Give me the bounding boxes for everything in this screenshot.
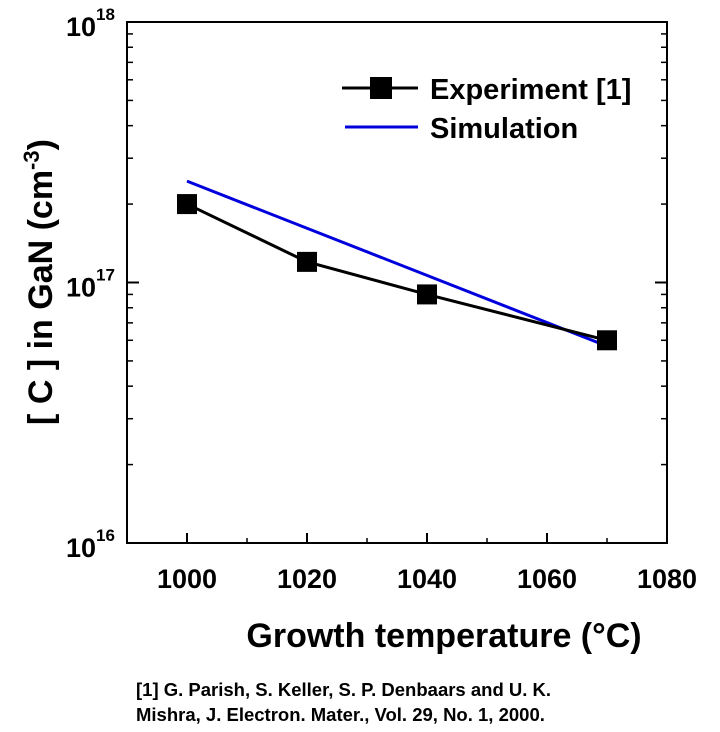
y-tick-label: 1016: [66, 526, 115, 563]
reference-line-1: [1] G. Parish, S. Keller, S. P. Denbaars…: [136, 679, 552, 700]
legend: Experiment [1] Simulation: [342, 74, 631, 145]
y-axis-title-close: ): [22, 139, 60, 150]
legend-experiment-marker: [370, 77, 392, 99]
x-tick-label: 1080: [637, 564, 697, 594]
experiment-point: [297, 251, 317, 272]
experiment-point: [597, 330, 617, 351]
y-tick-base: 10: [66, 273, 96, 303]
y-tick-label: 1017: [66, 266, 115, 303]
y-axis-title: [ C ] in GaN (cm-3): [19, 139, 60, 425]
experiment-point: [177, 194, 197, 215]
y-tick-base: 10: [66, 533, 96, 563]
y-axis-title-exponent: -3: [19, 150, 44, 170]
y-tick-exponent: 18: [96, 5, 115, 24]
experiment-line: [186, 202, 608, 342]
x-axis-title: Growth temperature (°C): [246, 617, 641, 655]
y-tick-base: 10: [66, 12, 96, 42]
x-tick-label: 1060: [517, 564, 577, 594]
y-axis-title-main: [ C ] in GaN (cm: [22, 170, 60, 425]
legend-experiment-label: Experiment [1]: [430, 74, 631, 106]
reference-line-2: Mishra, J. Electron. Mater., Vol. 29, No…: [136, 704, 545, 725]
reference-note: [1] G. Parish, S. Keller, S. P. Denbaars…: [136, 677, 696, 727]
series-layer: [177, 179, 617, 351]
experiment-point: [417, 284, 437, 305]
x-tick-label: 1040: [397, 564, 457, 594]
y-tick-label: 1018: [66, 5, 115, 42]
simulation-line: [186, 179, 608, 348]
legend-simulation-label: Simulation: [430, 113, 578, 145]
x-tick-label: 1000: [157, 564, 217, 594]
y-tick-exponent: 16: [96, 526, 115, 545]
x-tick-label: 1020: [277, 564, 337, 594]
y-tick-exponent: 17: [96, 266, 115, 285]
